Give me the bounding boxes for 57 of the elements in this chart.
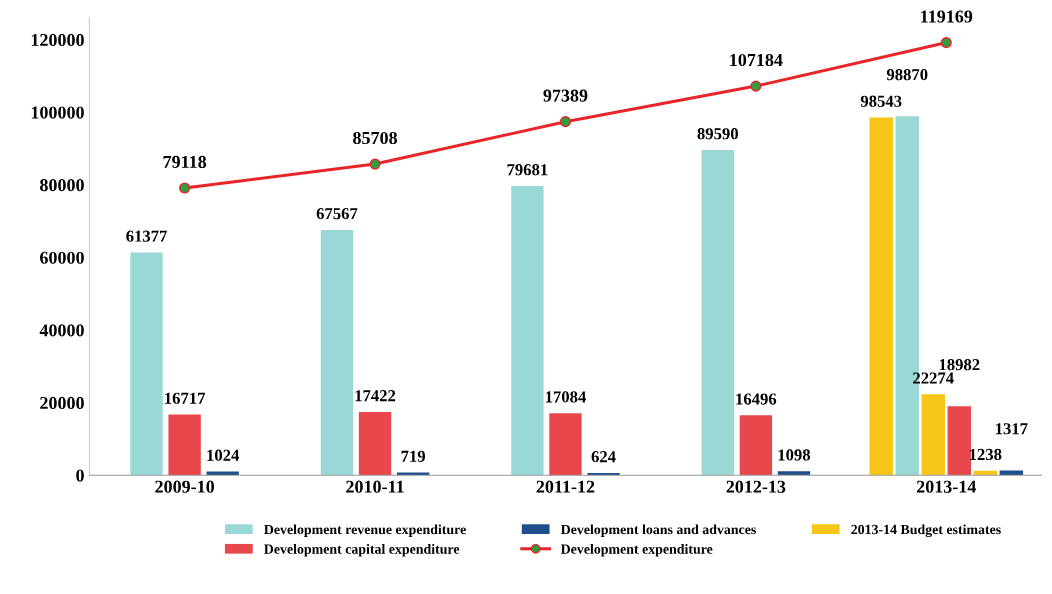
data-label: 98543 — [860, 95, 902, 107]
legend-label: Development expenditure — [560, 544, 713, 557]
x-tick-label: 2013-14 — [916, 480, 977, 493]
data-label: 17084 — [545, 391, 586, 403]
data-label: 17422 — [355, 390, 396, 402]
x-tick-label: 2010-11 — [346, 480, 404, 493]
data-label: 79118 — [163, 155, 207, 168]
data-label: 119169 — [921, 10, 973, 23]
y-tick-label: 0 — [76, 469, 84, 482]
legend-label: 2013-14 Budget estimates — [851, 524, 1001, 538]
data-label: 97389 — [543, 89, 588, 102]
y-tick-label: 100000 — [31, 106, 84, 119]
data-label: 107184 — [730, 53, 783, 67]
y-tick-label: 80000 — [40, 179, 84, 192]
bar — [168, 414, 201, 476]
bar — [320, 229, 354, 476]
y-tick-label: 60000 — [40, 251, 84, 264]
bar — [511, 185, 544, 476]
data-label: 89590 — [697, 128, 738, 140]
data-label: 98870 — [886, 69, 928, 81]
data-label: 18982 — [939, 358, 980, 371]
x-tick-label: 2011-12 — [536, 480, 595, 493]
point — [940, 37, 952, 49]
data-label: 1098 — [778, 449, 811, 461]
y-tick-label: 20000 — [40, 396, 84, 410]
data-label: 79681 — [507, 164, 548, 176]
data-label: 1317 — [996, 423, 1028, 435]
bar — [739, 415, 773, 476]
bar — [358, 411, 392, 476]
bar — [206, 471, 239, 476]
bar — [701, 149, 734, 476]
point — [179, 182, 191, 194]
bar — [130, 252, 163, 476]
data-label: 85708 — [353, 131, 398, 145]
legend-label: Development loans and advances — [560, 524, 756, 537]
data-label: 22274 — [913, 372, 954, 384]
bar — [921, 394, 945, 476]
y-tick-label: 40000 — [39, 324, 84, 337]
point — [559, 116, 572, 128]
x-tick-label: 2009-10 — [155, 480, 215, 493]
data-label: 1024 — [207, 449, 240, 461]
data-label: 624 — [591, 451, 616, 463]
legend-label: Development capital expenditure — [264, 544, 460, 557]
legend-label: Development revenue expenditure — [264, 524, 466, 537]
data-label: 67567 — [316, 208, 358, 220]
data-label: 61377 — [126, 230, 167, 242]
bar — [777, 471, 811, 476]
data-label: 16717 — [165, 392, 206, 404]
point — [369, 158, 381, 170]
x-tick-label: 2012-13 — [726, 480, 786, 493]
bar — [549, 413, 582, 476]
data-label: 16496 — [736, 393, 777, 405]
y-tick-label: 120000 — [31, 33, 84, 47]
bar — [587, 472, 620, 476]
data-label: 719 — [401, 450, 426, 462]
point — [750, 80, 762, 92]
bar — [869, 117, 893, 476]
